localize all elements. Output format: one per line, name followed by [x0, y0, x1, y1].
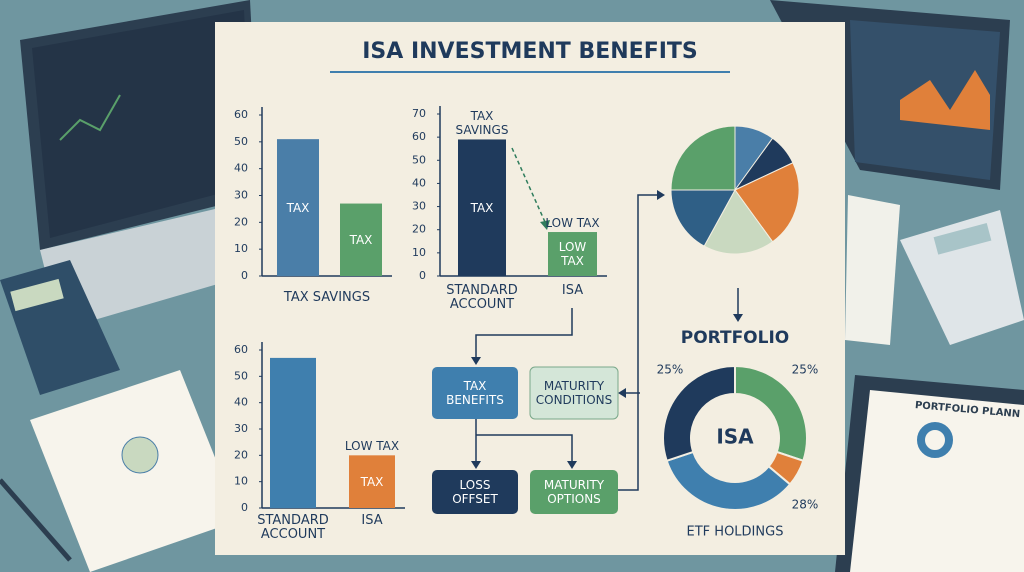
x-axis-label-box: TAX SAVINGS: [283, 290, 371, 305]
y-tick-label: 10: [412, 246, 426, 259]
bar-label-box: TAX: [286, 200, 310, 215]
annotation-box: TAX SAVINGS: [455, 109, 509, 138]
y-tick-label: 0: [241, 269, 248, 282]
y-tick-label: 30: [234, 422, 248, 435]
x-tick-label: ISA: [361, 514, 383, 528]
value-label: 28%: [792, 498, 819, 512]
bar-label: LOW TAX: [558, 240, 587, 268]
x-tick-label: STANDARD ACCOUNT: [257, 514, 329, 542]
pie-slice: [670, 125, 736, 191]
bar-label-box: LOW TAX: [558, 240, 587, 268]
y-tick-label: 10: [234, 242, 248, 255]
flow-node-label-box: LOSS OFFSET: [452, 478, 498, 506]
flow-node: [432, 367, 518, 419]
y-tick-label: 70: [412, 107, 426, 120]
annotation: TAX SAVINGS: [455, 109, 509, 138]
flow-node-label-box: MATURITY CONDITIONS: [535, 379, 613, 407]
x-tick-label-box: STANDARD ACCOUNT: [257, 514, 329, 542]
flow-node-label: MATURITY OPTIONS: [543, 478, 605, 506]
y-tick-label: 20: [234, 448, 248, 461]
bar-label: TAX: [360, 474, 384, 489]
y-tick-label: 40: [412, 176, 426, 189]
donut-segment: [665, 450, 792, 511]
annotation-box: LOW TAX: [545, 216, 600, 231]
title: ISA INVESTMENT BENEFITS: [362, 39, 698, 64]
flow-node-label: TAX BENEFITS: [446, 379, 504, 407]
bar-label: TAX: [349, 232, 373, 247]
x-tick-label: ISA: [561, 284, 584, 298]
x-tick-label: STANDARD ACCOUNT: [446, 284, 518, 312]
bar: [349, 455, 395, 508]
pie-slice: [703, 189, 774, 255]
x-tick-label-box: STANDARD ACCOUNT: [446, 284, 518, 312]
bar-label: TAX: [286, 200, 310, 215]
panel: [215, 22, 845, 555]
clipboard: PORTFOLIO PLANN: [835, 375, 1024, 572]
pie-slice: [734, 162, 800, 243]
bar: [458, 139, 506, 276]
y-tick-label: 30: [234, 189, 248, 202]
bar: [270, 357, 316, 508]
y-tick-label: 10: [234, 475, 248, 488]
y-tick-label: 60: [234, 343, 248, 356]
y-tick-label: 0: [241, 501, 248, 514]
donut-caption: ETF HOLDINGS: [687, 525, 784, 540]
bar-label: TAX: [470, 200, 494, 215]
bar-label-box: TAX: [349, 232, 373, 247]
flow-node-label: MATURITY CONDITIONS: [535, 379, 613, 407]
paper: [845, 195, 900, 345]
y-tick-label: 20: [234, 215, 248, 228]
x-axis-label: TAX SAVINGS: [283, 290, 371, 305]
bar: [277, 139, 319, 276]
y-tick-label: 30: [412, 200, 426, 213]
bar: [548, 232, 597, 276]
flow-node: [529, 366, 619, 420]
y-tick-label: 60: [234, 108, 248, 121]
y-tick-label: 50: [234, 369, 248, 382]
flow-node-label: LOSS OFFSET: [452, 478, 498, 506]
y-tick-label: 0: [419, 269, 426, 282]
y-tick-label: 50: [234, 135, 248, 148]
y-tick-label: 40: [234, 162, 248, 175]
donut-title: PORTFOLIO: [681, 328, 790, 348]
connectors: [475, 147, 739, 491]
laptop: [20, 0, 300, 330]
donut-segment: [662, 364, 736, 463]
y-tick-label: 60: [412, 130, 426, 143]
calculator: [0, 210, 1024, 395]
y-tick-label: 50: [412, 153, 426, 166]
bar-label-box: TAX: [470, 200, 494, 215]
flow-node: [432, 470, 518, 514]
pie-slice: [670, 189, 736, 247]
value-label: 25%: [657, 363, 684, 377]
bar-label-box: TAX: [360, 474, 384, 489]
flow-node: [530, 470, 618, 514]
donut-center-label: ISA: [716, 425, 754, 449]
arrowheads: [471, 190, 743, 469]
y-tick-label: 40: [234, 396, 248, 409]
bar: [340, 203, 382, 276]
x-tick-label-box: ISA: [561, 284, 584, 298]
value-label: 25%: [792, 363, 819, 377]
annotation: LOW TAX: [344, 439, 400, 454]
notebook: [0, 370, 240, 572]
annotation: LOW TAX: [545, 216, 600, 231]
flow-node-label-box: TAX BENEFITS: [446, 379, 504, 407]
flow-node-label-box: MATURITY OPTIONS: [543, 478, 605, 506]
x-tick-label-box: ISA: [361, 514, 383, 528]
y-tick-label: 20: [412, 223, 426, 236]
annotation-box: LOW TAX: [344, 439, 400, 454]
